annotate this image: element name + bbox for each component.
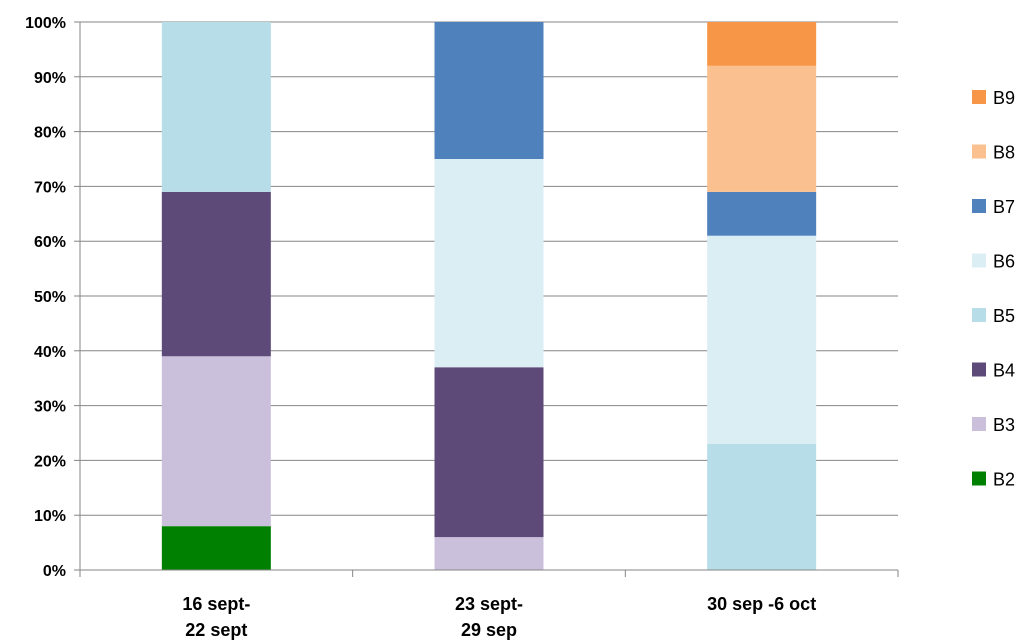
bar-segment-b4 — [434, 367, 544, 538]
y-tick-label: 30% — [34, 399, 66, 416]
x-category-label: 23 sept- — [455, 594, 523, 614]
y-tick-label: 90% — [34, 70, 66, 87]
legend-swatch-b7 — [972, 199, 986, 213]
legend-label-b3: B3 — [993, 415, 1015, 435]
y-tick-label: 60% — [34, 234, 66, 251]
legend-label-b2: B2 — [993, 470, 1015, 490]
y-tick-label: 50% — [34, 289, 66, 306]
legend-label-b9: B9 — [993, 88, 1015, 108]
axes: 0% 10% 20% 30% 40% 50% 60% 70% 80% 90% 100% 16 sept… — [25, 15, 899, 640]
legend-swatch-b5 — [972, 308, 986, 322]
y-tick-label: 70% — [34, 179, 66, 196]
x-category-label: 22 sept — [185, 620, 247, 640]
y-tick-label: 0% — [43, 563, 66, 580]
bar-segment-b9 — [707, 22, 817, 66]
legend: B9 B8 B7 B6 B5 B4 B3 B2 — [972, 88, 1015, 490]
legend-label-b4: B4 — [993, 361, 1015, 381]
legend-swatch-b4 — [972, 362, 986, 377]
legend-swatch-b3 — [972, 417, 986, 431]
legend-swatch-b9 — [972, 90, 986, 104]
bar-segment-b4 — [161, 191, 271, 357]
bar-segment-b6 — [434, 159, 544, 368]
bar-segment-b5 — [161, 22, 271, 192]
y-tick-label: 20% — [34, 453, 66, 470]
bar-segment-b8 — [707, 65, 817, 192]
bar-segment-b5 — [707, 443, 817, 570]
x-category-label: 30 sep -6 oct — [707, 594, 816, 614]
y-tick-label: 80% — [34, 125, 66, 142]
y-tick-label: 40% — [34, 344, 66, 361]
x-category-label: 16 sept- — [182, 594, 250, 614]
legend-label-b6: B6 — [993, 252, 1015, 272]
legend-swatch-b8 — [972, 144, 986, 159]
legend-swatch-b2 — [972, 471, 986, 486]
bar-segment-b3 — [161, 356, 271, 527]
legend-label-b8: B8 — [993, 143, 1015, 163]
legend-label-b5: B5 — [993, 306, 1015, 326]
bar-segment-b6 — [707, 235, 817, 444]
legend-swatch-b6 — [972, 253, 986, 268]
bar-segment-b2 — [161, 526, 271, 570]
legend-label-b7: B7 — [993, 197, 1015, 217]
bar-segment-b7 — [434, 22, 544, 159]
x-category-label: 29 sep — [461, 620, 517, 640]
bars — [161, 22, 817, 570]
bar-segment-b7 — [707, 191, 817, 236]
y-tick-label: 100% — [25, 15, 66, 32]
bar-segment-b3 — [434, 537, 544, 570]
y-tick-label: 10% — [34, 508, 66, 525]
